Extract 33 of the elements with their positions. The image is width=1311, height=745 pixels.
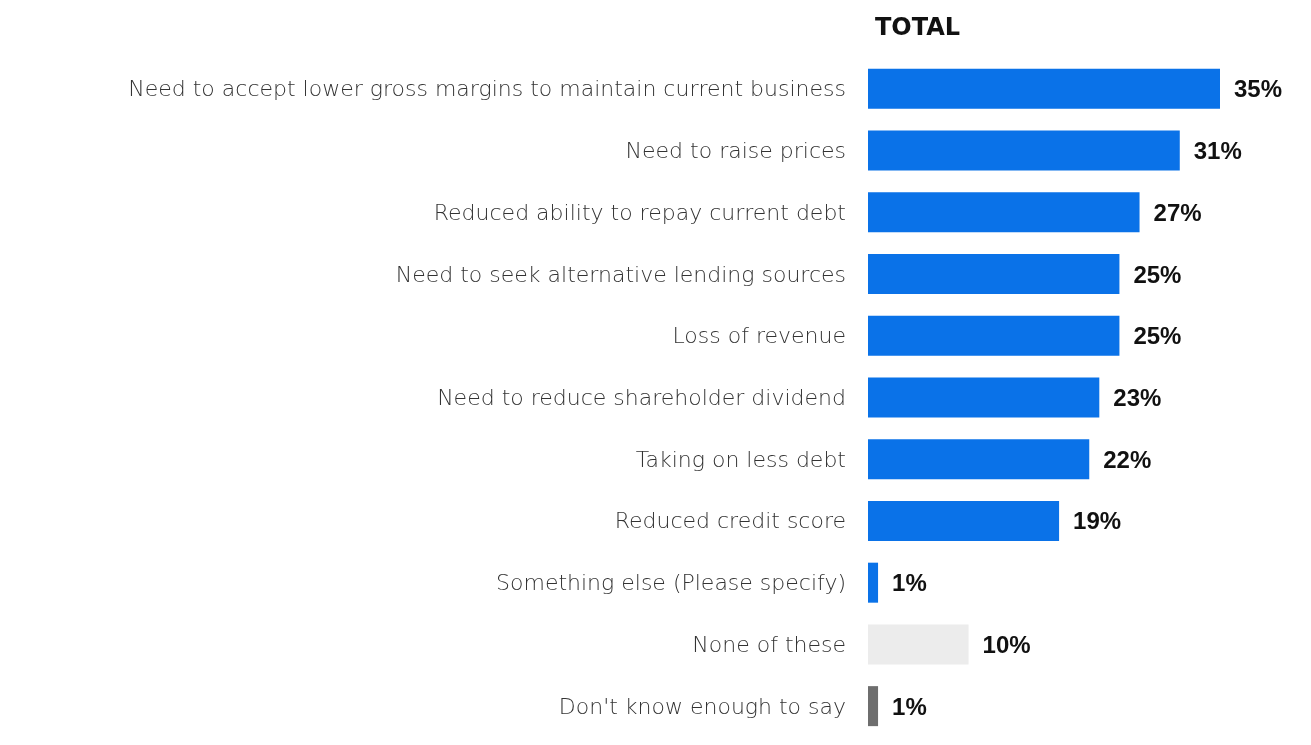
bar [868, 686, 879, 727]
data-label: 1% [892, 692, 927, 720]
bar [868, 315, 1120, 356]
bar [868, 439, 1090, 480]
chart-title: TOTAL [875, 13, 961, 41]
data-label: 1% [892, 569, 927, 597]
bar [868, 562, 879, 603]
data-label: 25% [1133, 322, 1182, 350]
y-tick-label: Need to seek alternative lending sources [395, 261, 846, 287]
bar [868, 130, 1180, 171]
bar [868, 377, 1100, 418]
data-label: 31% [1193, 137, 1242, 165]
y-tick-label: Need to reduce shareholder dividend [437, 385, 846, 410]
bar [868, 192, 1140, 233]
data-label: 22% [1103, 445, 1152, 473]
y-tick-label: Reduced ability to repay current debt [433, 199, 846, 225]
y-tick-label: None of these [692, 631, 846, 657]
y-tick-label: Something else (Please specify) [496, 570, 846, 596]
y-tick-label: Taking on less debt [635, 446, 846, 472]
bar [868, 68, 1220, 109]
y-tick-label: Loss of revenue [672, 323, 846, 349]
data-label: 19% [1073, 507, 1122, 535]
data-label: 27% [1153, 198, 1202, 226]
bar [868, 500, 1060, 541]
data-label: 23% [1113, 384, 1162, 411]
y-tick-label: Need to accept lower gross margins to maintain current business [128, 76, 846, 102]
y-tick-label: Reduced credit score [614, 508, 846, 534]
y-tick-label: Don't know enough to say [558, 693, 846, 719]
bar [868, 254, 1120, 295]
y-tick-label: Need to raise prices [625, 138, 846, 164]
data-label: 35% [1234, 75, 1283, 103]
data-label: 10% [982, 630, 1031, 658]
data-label: 25% [1133, 260, 1182, 288]
